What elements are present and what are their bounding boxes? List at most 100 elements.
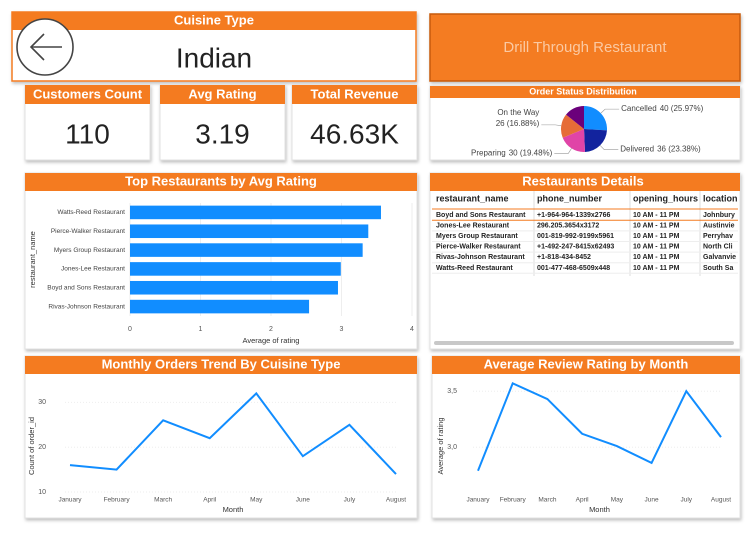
column-header: restaurant_name <box>436 193 509 203</box>
table-cell: 10 AM - 11 PM <box>633 212 680 219</box>
x-tick-label: 4 <box>410 326 414 333</box>
pie-category: Delivered <box>620 145 654 154</box>
pie-slice <box>584 106 608 131</box>
bar <box>130 262 341 276</box>
x-tick-label: February <box>104 497 131 504</box>
table-cell: South Sa <box>703 265 733 272</box>
table-cell: +1-964-964-1339x2766 <box>537 212 610 219</box>
bar <box>130 243 363 257</box>
table-cell: Pierce-Walker Restaurant <box>436 244 521 251</box>
y-tick-label: 20 <box>38 444 46 451</box>
x-tick-label: July <box>344 497 356 504</box>
pie-slice <box>562 129 585 152</box>
y-tick-label: Pierce-Walker Restaurant <box>51 228 125 235</box>
leader-line <box>599 145 619 151</box>
y-tick-label: Rivas-Johnson Restaurant <box>48 303 125 310</box>
pie-title: Order Status Distribution <box>529 86 637 96</box>
table-cell: 296.205.3654x3172 <box>537 222 599 229</box>
table-cell: 001-819-992-9199x5961 <box>537 233 614 240</box>
y-axis-label: restaurant_name <box>28 231 37 288</box>
x-tick-label: March <box>538 497 556 504</box>
y-tick-label: 3,0 <box>447 444 457 451</box>
bar <box>130 299 310 314</box>
column-header: location <box>703 193 738 203</box>
table-cell: Johnbury <box>703 212 735 219</box>
line <box>69 391 397 475</box>
y-tick-label: Boyd and Sons Restaurant <box>47 284 125 291</box>
table-cell: Myers Group Restaurant <box>436 233 518 240</box>
line-strip <box>25 356 417 374</box>
y-tick-label: 30 <box>38 399 46 406</box>
table-cell: North Cli <box>703 244 733 251</box>
table-cell: Jones-Lee Restaurant <box>436 222 510 229</box>
y-axis-label: Average of rating <box>436 418 445 475</box>
pie-label: Delivered 36 (23.38%) <box>620 145 701 154</box>
pie-label: Preparing 30 (19.48%) <box>471 149 553 158</box>
leader-line <box>554 148 572 154</box>
x-tick-label: 3 <box>340 326 344 333</box>
table-cell: Rivas-Johnson Restaurant <box>436 254 525 261</box>
pie-slice <box>584 129 607 152</box>
x-tick-label: August <box>386 497 406 504</box>
table-cell: 001-477-468-6509x448 <box>537 265 610 272</box>
pie-label: On the Way <box>497 108 539 117</box>
table-cell: 10 AM - 11 PM <box>633 233 680 240</box>
table-cell: Watts-Reed Restaurant <box>436 265 513 272</box>
card-value: 46.63K <box>310 118 399 149</box>
x-tick-label: February <box>500 497 527 504</box>
line-title: Monthly Orders Trend By Cuisine Type <box>102 356 341 371</box>
leader-line <box>600 108 620 114</box>
header-title: Cuisine Type <box>174 12 254 27</box>
column-header: opening_hours <box>633 193 698 203</box>
table-cell: Galvanvie <box>703 254 736 261</box>
x-tick-label: June <box>645 497 659 504</box>
table-cell: 10 AM - 11 PM <box>633 222 680 229</box>
pie-category: Cancelled <box>621 104 657 113</box>
x-tick-label: April <box>576 497 590 504</box>
pie-slice <box>561 114 584 138</box>
column-header: phone_number <box>537 193 603 203</box>
card-label: Avg Rating <box>188 86 256 101</box>
card-label: Total Revenue <box>311 86 399 101</box>
table-cell: Perryhav <box>703 233 733 240</box>
pie-value-label: 30 (19.48%) <box>509 149 553 158</box>
bar <box>130 224 369 239</box>
x-tick-label: May <box>250 497 263 504</box>
x-tick-label: 2 <box>269 326 273 333</box>
card-strip <box>292 85 417 104</box>
bar <box>130 205 381 220</box>
table-cell: 10 AM - 11 PM <box>633 254 680 261</box>
header-value: Indian <box>176 42 252 73</box>
table-cell: 10 AM - 11 PM <box>633 265 680 272</box>
back-button[interactable] <box>16 18 74 76</box>
table-cell: 10 AM - 11 PM <box>633 244 680 251</box>
y-tick-label: Myers Group Restaurant <box>54 247 125 254</box>
table-cell: Austinvie <box>703 222 735 229</box>
y-axis-label: Count of order_id <box>27 417 36 475</box>
leader-line <box>541 124 562 127</box>
y-tick-label: 10 <box>38 489 46 496</box>
cards: Customers Count 110 Avg Rating 3.19 Total Re… <box>24 84 418 161</box>
bar-panel <box>24 172 418 350</box>
y-tick-label: Jones-Lee Restaurant <box>61 266 125 273</box>
table-cell: Boyd and Sons Restaurant <box>436 212 526 219</box>
table: restaurant_name phone_number opening_hours… <box>432 191 738 276</box>
scrollbar[interactable] <box>434 341 734 345</box>
pie-value-label: 40 (25.97%) <box>660 104 704 113</box>
x-tick-label: August <box>711 497 731 504</box>
bar-strip <box>25 173 417 191</box>
y-tick-label: Watts-Reed Restaurant <box>57 209 125 216</box>
drill-button[interactable]: Drill Through Restaurant <box>429 13 741 82</box>
card-value: 110 <box>65 118 110 149</box>
x-tick-label: April <box>203 497 217 504</box>
line-title: Average Review Rating by Month <box>484 356 689 371</box>
table-cell: +1-492-247-8415x62493 <box>537 244 614 251</box>
bar-title: Top Restaurants by Avg Rating <box>125 173 317 188</box>
card-value: 3.19 <box>195 118 250 149</box>
table-strip <box>430 173 740 191</box>
x-tick-label: January <box>58 497 82 504</box>
pie-strip <box>430 86 740 98</box>
x-axis-label: Average of rating <box>243 336 300 345</box>
x-tick-label: March <box>154 497 172 504</box>
